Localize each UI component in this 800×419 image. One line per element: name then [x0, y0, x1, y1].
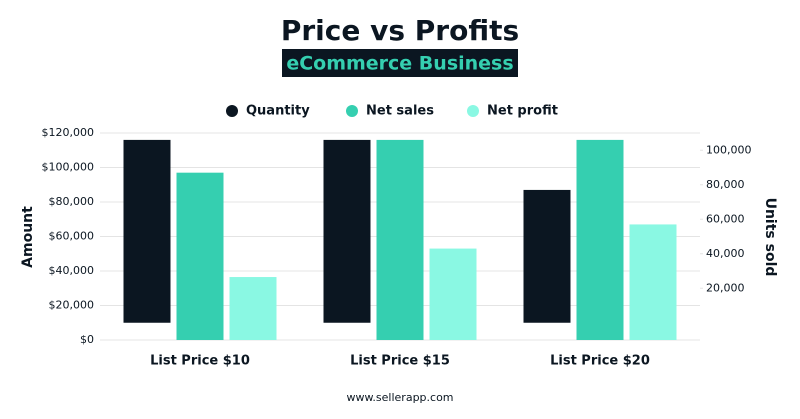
- legend-label: Net profit: [487, 104, 558, 119]
- source: www.sellerapp.com: [346, 391, 453, 404]
- bar: [523, 189, 571, 323]
- bar: [123, 139, 171, 323]
- bar: [376, 139, 424, 340]
- bar: [229, 277, 277, 340]
- legend-label: Quantity: [246, 104, 310, 119]
- bar: [429, 248, 477, 340]
- bar: [576, 139, 624, 340]
- x-tick-label: List Price $15: [350, 354, 450, 369]
- chart-subtitle: eCommerce Business: [286, 53, 513, 75]
- x-tick-label: List Price $10: [150, 354, 250, 369]
- legend-marker: [226, 105, 238, 117]
- y-tick-label: $80,000: [49, 195, 95, 208]
- y-tick-label: $100,000: [42, 161, 95, 174]
- bar: [176, 172, 224, 340]
- y-tick-label: $120,000: [42, 126, 95, 139]
- y-tick-label: $40,000: [49, 264, 95, 277]
- y2-tick-label: 20,000: [706, 281, 745, 294]
- legend-marker: [467, 105, 479, 117]
- bar: [629, 224, 677, 340]
- bar: [323, 139, 371, 323]
- y2-axis-title: Units sold: [762, 198, 778, 277]
- y2-tick-label: 40,000: [706, 247, 745, 260]
- y-tick-label: $20,000: [49, 299, 95, 312]
- y-axis-title: Amount: [20, 206, 36, 268]
- x-tick-label: List Price $20: [550, 354, 650, 369]
- chart-title: Price vs Profits: [281, 14, 519, 47]
- legend-label: Net sales: [366, 104, 434, 119]
- y-tick-label: $0: [80, 333, 94, 346]
- y2-tick-label: 60,000: [706, 212, 745, 225]
- subtitle-box: [282, 49, 518, 77]
- legend-marker: [346, 105, 358, 117]
- y2-tick-label: 80,000: [706, 178, 745, 191]
- y2-tick-label: 100,000: [706, 143, 752, 156]
- y-tick-label: $60,000: [49, 230, 95, 243]
